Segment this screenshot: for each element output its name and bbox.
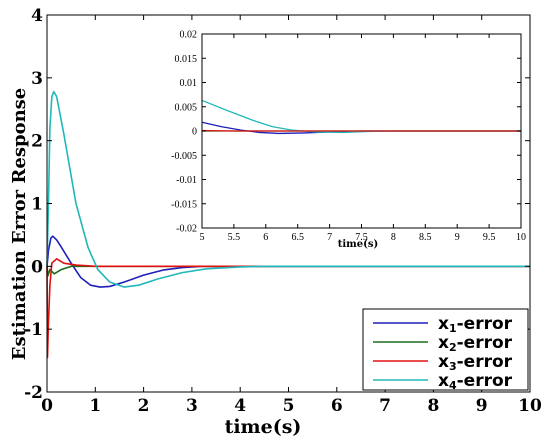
y-axis-label: Estimation Error Response: [9, 88, 30, 360]
inset-x-tick-label: 8.5: [419, 232, 432, 243]
y-tick-label: -2: [24, 383, 43, 403]
x-tick-label: 1: [89, 396, 101, 416]
y-tick-label: 2: [31, 132, 43, 152]
inset-lines: [201, 34, 521, 228]
inset-y-tick-label: 0.02: [180, 30, 198, 41]
inset-y-tick-label: 0.005: [175, 102, 198, 113]
x-tick-label: 7: [379, 396, 391, 416]
x-tick-label: 8: [427, 396, 439, 416]
x-tick-label: 2: [138, 396, 150, 416]
inset-x-tick-label: 5.5: [228, 232, 241, 243]
inset-x-axis-label: time(s): [338, 239, 378, 250]
inset-x-tick-label: 5: [200, 232, 205, 243]
y-tick-label: 1: [31, 195, 43, 215]
main-plot: [46, 90, 530, 359]
inset-x-tick-label: 7.5: [355, 232, 368, 243]
y-tick-label: 3: [31, 69, 43, 89]
inset-x-tick-label: 9.5: [483, 232, 496, 243]
legend-label-x2: x2-error: [438, 333, 513, 354]
y-tick-label: 4: [31, 6, 43, 26]
inset-axes: 5 5.5 6 6.5 7 7.5 8 8.5 9 9.5 10 -0.02 -0.015 -0.01 -0…: [171, 30, 526, 244]
inset-y-tick-label: -0.005: [171, 151, 197, 162]
inset-x-tick-label: 6.5: [291, 232, 304, 243]
inset-x-tick-label: 7: [327, 232, 332, 243]
series-x2-line: [46, 265, 530, 277]
main-axes: 0 1 2 3 4 5 6 7 8 9 10 -2 -1 0 1 2 3 4: [24, 6, 542, 416]
inset-y-tick-label: -0.015: [171, 199, 197, 210]
x-axis-label: time(s): [225, 416, 302, 438]
x-tick-label: 10: [518, 396, 542, 416]
legend-label-x4: x4-error: [438, 371, 513, 392]
inset-y-tick-label: 0.01: [180, 78, 198, 89]
legend-label-x3: x3-error: [438, 352, 513, 373]
inset-x-tick-label: 9: [455, 232, 460, 243]
series-x3-line: [46, 257, 530, 359]
series-x4-line: [46, 90, 530, 288]
y-tick-label: 0: [31, 257, 43, 277]
inset-y-tick-label: -0.01: [176, 175, 197, 186]
y-tick-label: -1: [24, 320, 43, 340]
x-tick-label: 6: [331, 396, 343, 416]
x-tick-label: 3: [186, 396, 198, 416]
inset-x-tick-label: 8: [391, 232, 396, 243]
x-tick-label: 4: [234, 396, 246, 416]
inset-plot: 5 5.5 6 6.5 7 7.5 8 8.5 9 9.5 10 -0.02 -0.015 -0.01 -0…: [171, 30, 526, 251]
inset-x-tick-label: 6: [263, 232, 268, 243]
x-tick-label: 5: [283, 396, 295, 416]
inset-y-tick-label: 0: [192, 127, 197, 138]
inset-y-tick-label: -0.02: [176, 224, 197, 235]
x-tick-label: 0: [41, 396, 53, 416]
inset-y-tick-label: 0.015: [175, 54, 198, 65]
inset-x-tick-label: 10: [516, 232, 526, 243]
x-tick-label: 9: [476, 396, 488, 416]
legend-label-x1: x1-error: [438, 314, 513, 335]
series-x1-line: [46, 235, 530, 288]
